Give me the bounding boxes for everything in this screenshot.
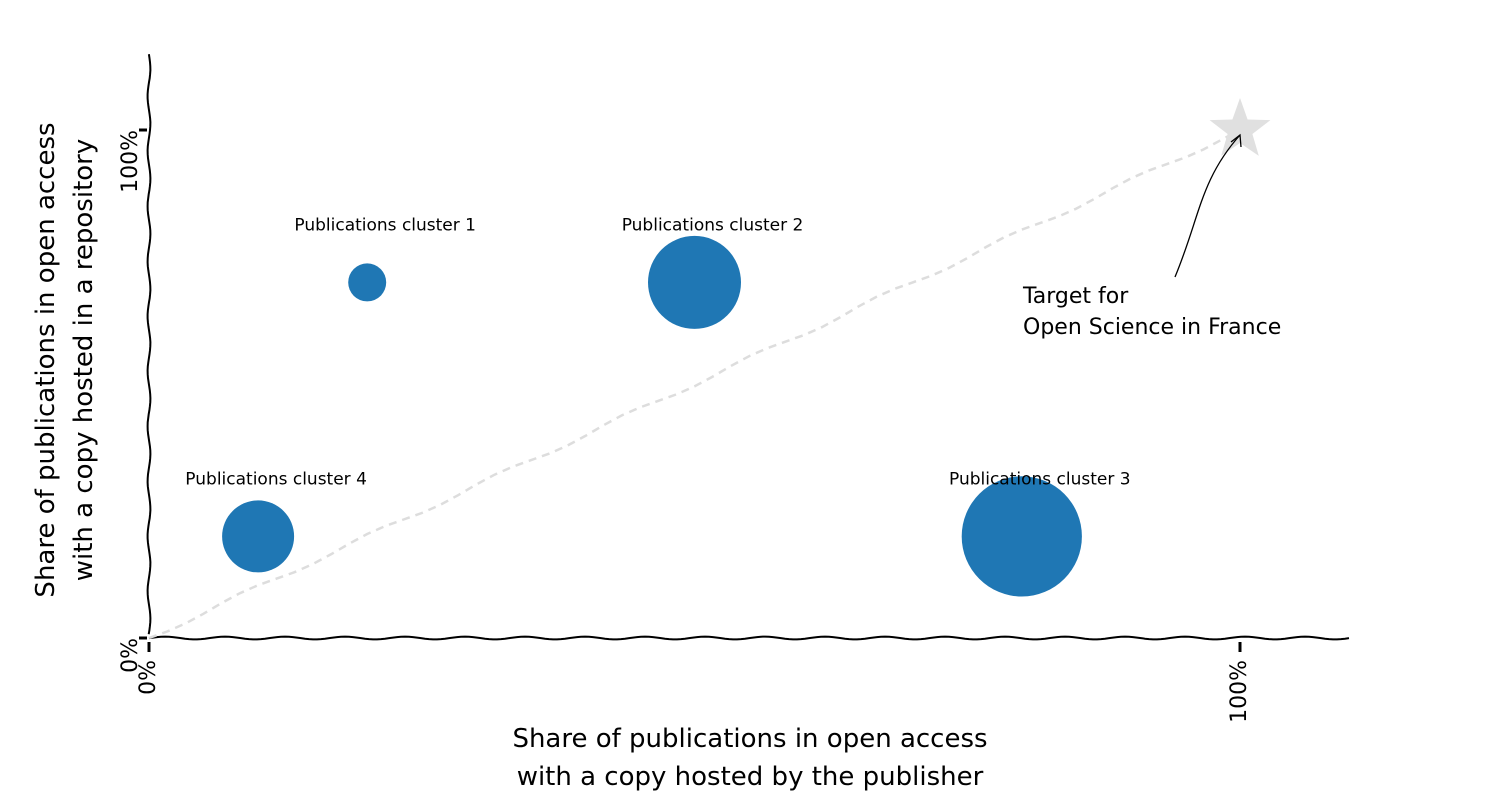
trend-line [148,128,1241,640]
y-axis-title-line-1: Share of publications in open access [31,122,61,597]
bubble-cluster-3 [961,476,1082,597]
target-star-icon [1209,98,1271,156]
x-tick-label: 0% [136,660,161,695]
bubble-cluster-1 [348,263,387,302]
bubble-cluster-2 [648,235,741,329]
x-axis-title-line-1: Share of publications in open access [512,724,987,754]
bubble-label-cluster-3: Publications cluster 3 [949,469,1131,489]
y-axis-line [146,54,152,635]
x-axis-title-line-2: with a copy hosted by the publisher [517,762,984,792]
annotation-arrowhead [1230,133,1242,148]
x-tick-label: 100% [1227,660,1252,723]
y-axis-title-line-2: with a copy hosted in a repository [69,139,99,582]
annotation-arrow [1174,134,1241,278]
y-tick-label: 0% [118,638,143,673]
bubble-label-cluster-1: Publications cluster 1 [294,215,476,235]
y-tick-label: 100% [118,130,143,193]
bubble-label-cluster-2: Publications cluster 2 [622,215,804,235]
target-annotation-line-1: Target for [1022,284,1129,309]
x-axis-line [148,635,1350,641]
bubble-cluster-4 [222,500,295,573]
target-annotation-line-2: Open Science in France [1023,315,1281,340]
bubble-label-cluster-4: Publications cluster 4 [185,469,367,489]
